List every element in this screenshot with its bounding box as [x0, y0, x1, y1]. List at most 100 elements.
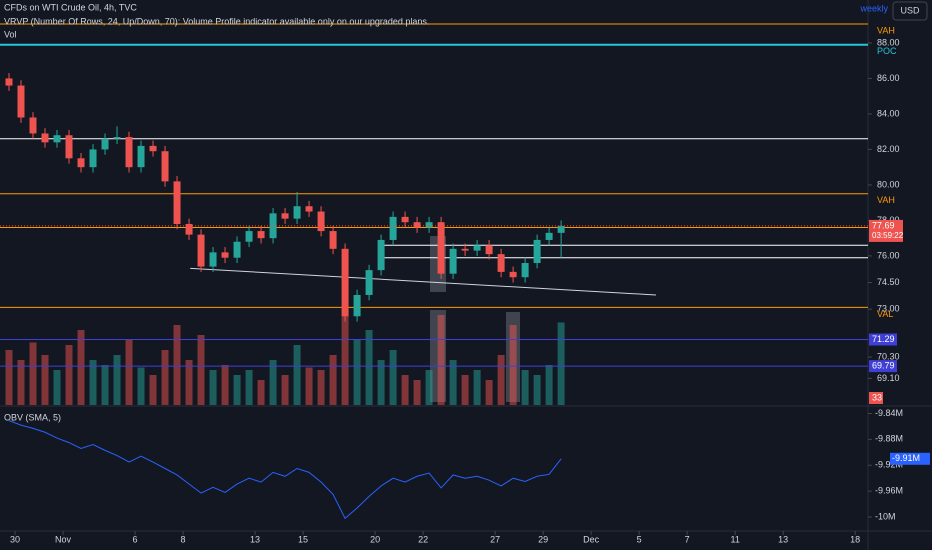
volume-tag-label: 33 — [872, 392, 882, 402]
volume-bar — [473, 370, 481, 405]
x-tick-label: 13 — [778, 534, 788, 544]
x-tick-label: 6 — [133, 534, 138, 544]
x-tick-label: Nov — [55, 534, 72, 544]
x-tick-label: 29 — [538, 534, 548, 544]
volume-bar — [485, 380, 493, 405]
x-tick-label: 8 — [181, 534, 186, 544]
profile-period[interactable]: weekly — [859, 3, 888, 13]
x-tick-label: 22 — [418, 534, 428, 544]
y-tick-label: 69.10 — [877, 373, 900, 383]
candle-body — [377, 239, 385, 271]
volume-bar — [65, 345, 73, 405]
volume-bar — [53, 370, 61, 405]
volume-bar — [497, 355, 505, 405]
volume-bar — [413, 380, 421, 405]
y-tick-label: 70.30 — [877, 351, 900, 361]
candle-body — [77, 158, 85, 168]
level-label: VAL — [877, 309, 893, 319]
candle-body — [281, 213, 289, 219]
countdown: 03:59:22 — [872, 231, 904, 240]
volume-bar — [461, 375, 469, 405]
candle-body — [161, 151, 169, 182]
volume-bar — [233, 375, 241, 405]
candle-body — [341, 248, 349, 317]
y-tick-label: 74.50 — [877, 277, 900, 287]
candle-body — [353, 294, 361, 317]
volume-label: Vol — [4, 29, 17, 39]
y-tick-label: 88.00 — [877, 37, 900, 47]
candle-body — [233, 241, 241, 258]
volume-bar — [353, 340, 361, 405]
candle-body — [461, 248, 469, 251]
price-pane — [0, 23, 868, 405]
volume-bar — [365, 330, 373, 405]
volume-bar — [425, 370, 433, 405]
candle-body — [209, 252, 217, 267]
candle-body — [365, 270, 373, 295]
volume-bar — [389, 350, 397, 405]
volume-bar — [305, 367, 313, 405]
obv-title: OBV (SMA, 5) — [4, 412, 61, 422]
chart-title: CFDs on WTI Crude Oil, 4h, TVC — [4, 2, 137, 12]
candle-body — [497, 254, 505, 272]
candle-body — [485, 245, 493, 255]
volume-bar — [281, 375, 289, 405]
y-tick-label: 82.00 — [877, 144, 900, 154]
candle-body — [293, 206, 301, 219]
candle-body — [5, 78, 13, 86]
x-tick-label: 27 — [490, 534, 500, 544]
volume-bar — [401, 375, 409, 405]
candle-body — [521, 263, 529, 278]
volume-bar — [329, 355, 337, 405]
candle-body — [53, 135, 61, 143]
volume-bar — [293, 345, 301, 405]
candle-body — [437, 222, 445, 274]
volume-bar — [161, 350, 169, 405]
candle-body — [149, 145, 157, 152]
level-tag-label: 69.79 — [872, 361, 895, 371]
candle-body — [17, 85, 25, 118]
last-price-tag — [869, 219, 903, 242]
candle-body — [221, 252, 229, 258]
candle-body — [257, 231, 265, 239]
candle-body — [557, 225, 565, 233]
x-tick-label: 15 — [298, 534, 308, 544]
volume-bar — [29, 342, 37, 405]
trendline — [190, 267, 656, 296]
obv-tick-label: -9.92M — [875, 460, 903, 470]
candle-body — [317, 211, 325, 232]
x-tick-label: 7 — [685, 534, 690, 544]
volume-bar — [173, 325, 181, 405]
volume-bar — [509, 325, 517, 405]
level-tag — [869, 333, 897, 346]
volume-bar — [137, 367, 145, 405]
candle-body — [425, 222, 433, 228]
candle-body — [185, 223, 193, 235]
candle-body — [197, 234, 205, 267]
candle-body — [89, 149, 97, 168]
candle-body — [305, 206, 313, 212]
candle-body — [533, 239, 541, 264]
currency-button[interactable] — [892, 1, 928, 21]
volume-bar — [185, 360, 193, 405]
candle-body — [137, 145, 145, 168]
volume-bar — [5, 350, 13, 405]
level-label: VAH — [877, 195, 895, 205]
volume-bar — [41, 355, 49, 405]
volume-bar — [89, 360, 97, 405]
volume-bar — [245, 370, 253, 405]
candle-body — [125, 137, 133, 168]
candle-body — [101, 138, 109, 150]
candle-body — [245, 231, 253, 242]
candle-body — [545, 232, 553, 240]
candle-body — [173, 181, 181, 224]
level-label: POC — [877, 46, 897, 56]
volume-bar — [221, 365, 229, 405]
currency[interactable]: USD — [900, 5, 920, 15]
volume-bar — [437, 315, 445, 405]
y-tick-label: 73.00 — [877, 304, 900, 314]
x-tick-label: 11 — [730, 534, 739, 544]
volume-bar — [101, 365, 109, 405]
candle-body — [473, 245, 481, 251]
